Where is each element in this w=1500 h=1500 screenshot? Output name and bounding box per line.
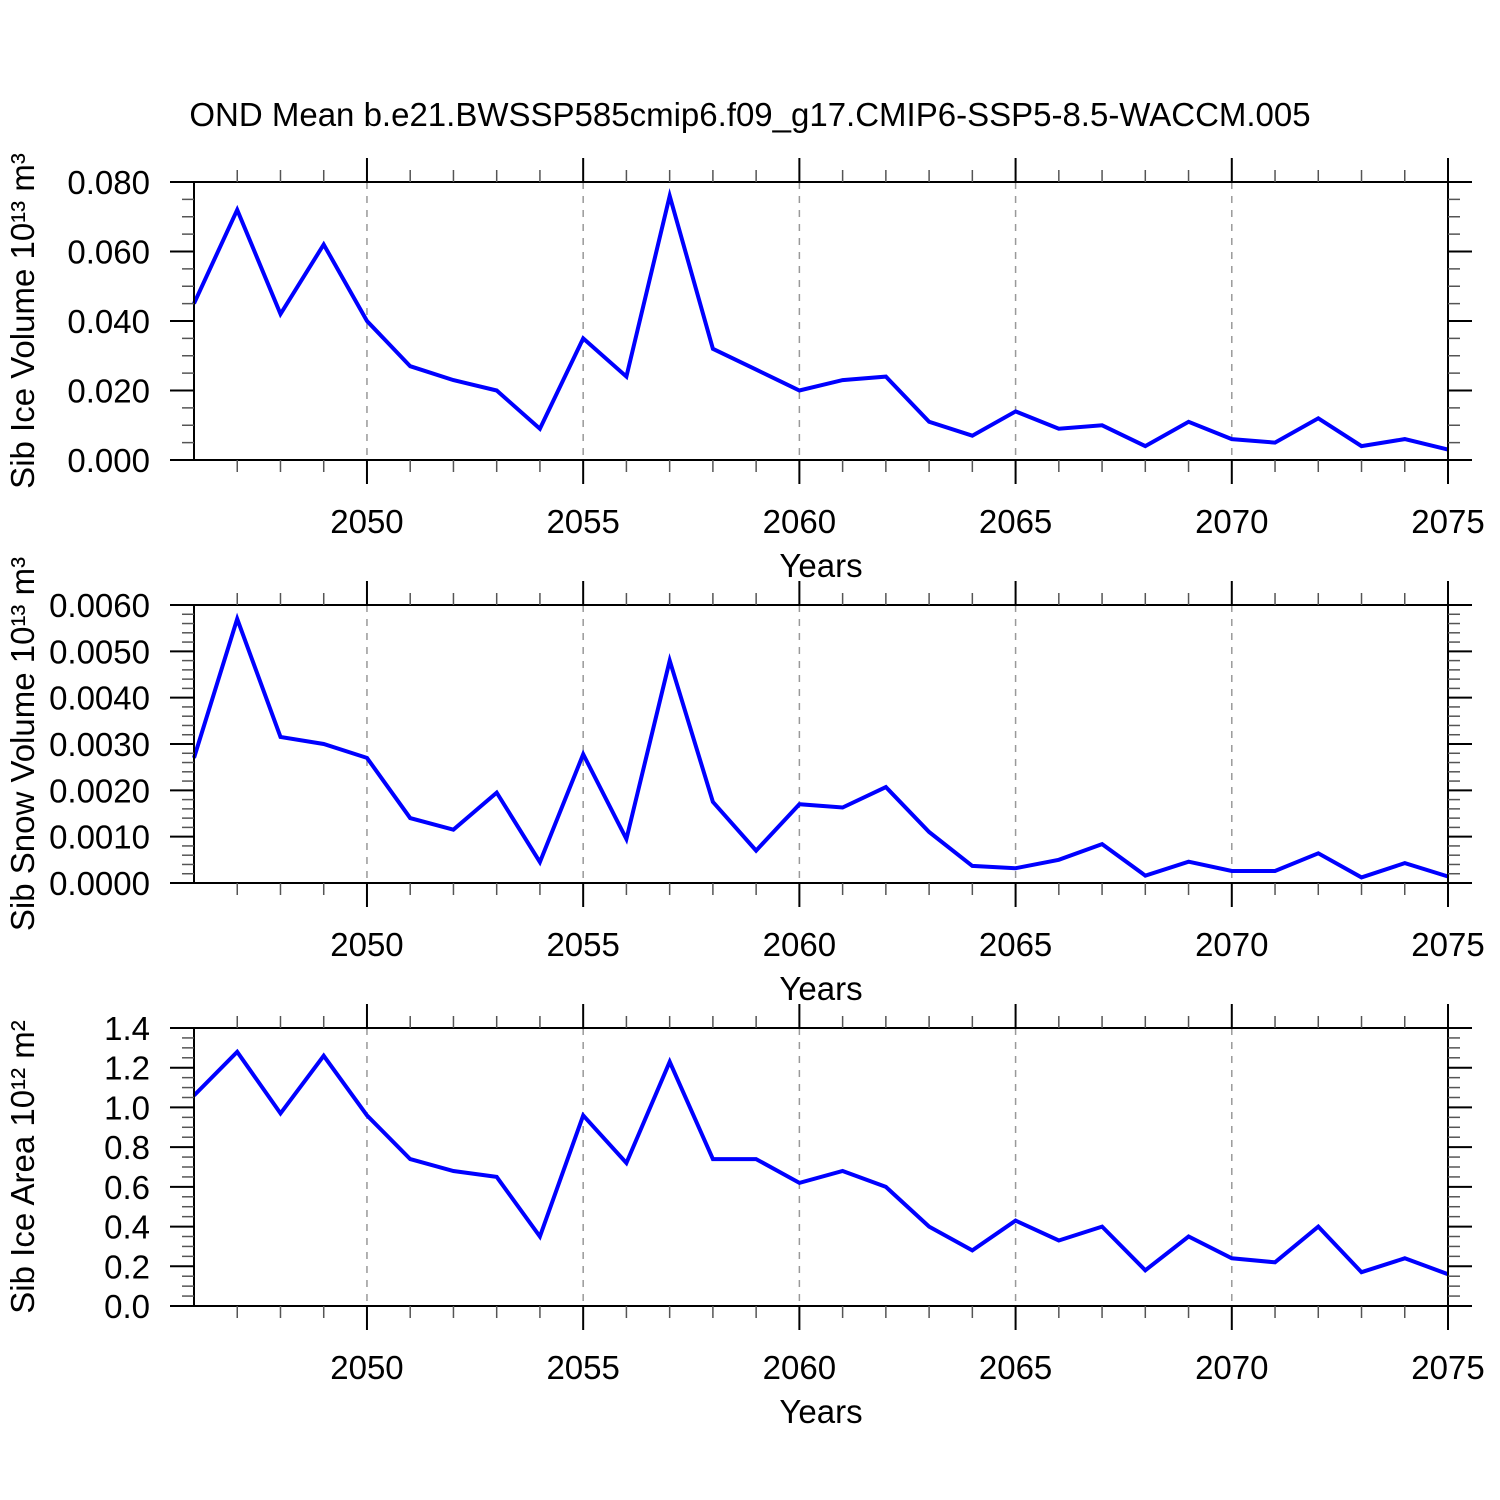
plot-frame xyxy=(193,1027,1449,1307)
x-tick-label: 2055 xyxy=(546,503,619,540)
chart-title: OND Mean b.e21.BWSSP585cmip6.f09_g17.CMI… xyxy=(189,96,1311,133)
x-tick-label: 2070 xyxy=(1195,1349,1268,1386)
y-tick-label: 0.0050 xyxy=(49,633,150,670)
y-axis-title: Sib Snow Volume 10¹³ m³ xyxy=(4,557,41,931)
x-tick-label: 2075 xyxy=(1411,926,1484,963)
y-tick-label: 1.4 xyxy=(104,1010,150,1047)
x-tick-label: 2070 xyxy=(1195,503,1268,540)
y-tick-label: 0.0030 xyxy=(49,726,150,763)
x-tick-label: 2065 xyxy=(979,926,1052,963)
y-tick-label: 0.0010 xyxy=(49,819,150,856)
x-axis-title: Years xyxy=(779,1393,862,1430)
x-tick-label: 2060 xyxy=(763,503,836,540)
x-tick-label: 2075 xyxy=(1411,1349,1484,1386)
x-tick-label: 2055 xyxy=(546,926,619,963)
x-tick-label: 2075 xyxy=(1411,503,1484,540)
y-tick-label: 0.080 xyxy=(67,164,150,201)
panel-sib-ice-area: 2050 2055 2060 2065 2070 20750.00.20.40.60.81… xyxy=(4,1004,1485,1430)
plot-frame xyxy=(193,604,1449,884)
series-line-sib-snow-volume xyxy=(192,612,1449,880)
x-axis-title: Years xyxy=(779,970,862,1007)
y-tick-label: 1.2 xyxy=(104,1050,150,1087)
x-tick-label: 2070 xyxy=(1195,926,1268,963)
plot-frame xyxy=(193,181,1449,461)
series-line-sib-ice-area xyxy=(192,1048,1449,1277)
y-tick-label: 0.0000 xyxy=(49,865,150,902)
y-axis-title: Sib Ice Volume 10¹³ m³ xyxy=(4,153,41,489)
x-tick-label: 2050 xyxy=(330,926,403,963)
x-tick-label: 2050 xyxy=(330,503,403,540)
x-tick-label: 2055 xyxy=(546,1349,619,1386)
y-tick-label: 0.8 xyxy=(104,1129,150,1166)
panel-sib-snow-volume: 2050 2055 2060 2065 2070 2075 0.0000 0.0010 0.00… xyxy=(4,557,1485,1007)
series-line-sib-ice-volume xyxy=(192,187,1449,452)
y-tick-label: 0.020 xyxy=(67,373,150,410)
x-axis-title: Years xyxy=(779,547,862,584)
panel-sib-ice-volume: 2050 2055 2060 2065 2070 2075 0.000 0.020 0.040 0… xyxy=(4,153,1485,584)
y-tick-label: 1.0 xyxy=(104,1089,150,1126)
y-tick-label: 0.0060 xyxy=(49,587,150,624)
y-tick-label: 0.040 xyxy=(67,303,150,340)
y-tick-label: 0.6 xyxy=(104,1169,150,1206)
y-tick-label: 0.2 xyxy=(104,1248,150,1285)
x-tick-label: 2060 xyxy=(763,926,836,963)
x-tick-label: 2065 xyxy=(979,1349,1052,1386)
y-tick-label: 0.000 xyxy=(67,442,150,479)
y-tick-label: 0.0020 xyxy=(49,772,150,809)
y-axis-title: Sib Ice Area 10¹² m² xyxy=(4,1020,41,1313)
y-tick-label: 0.4 xyxy=(104,1209,150,1246)
x-tick-label: 2060 xyxy=(763,1349,836,1386)
x-tick-label: 2050 xyxy=(330,1349,403,1386)
y-tick-label: 0.0040 xyxy=(49,680,150,717)
y-tick-label: 0.0 xyxy=(104,1288,150,1325)
x-tick-label: 2065 xyxy=(979,503,1052,540)
y-tick-label: 0.060 xyxy=(67,234,150,271)
